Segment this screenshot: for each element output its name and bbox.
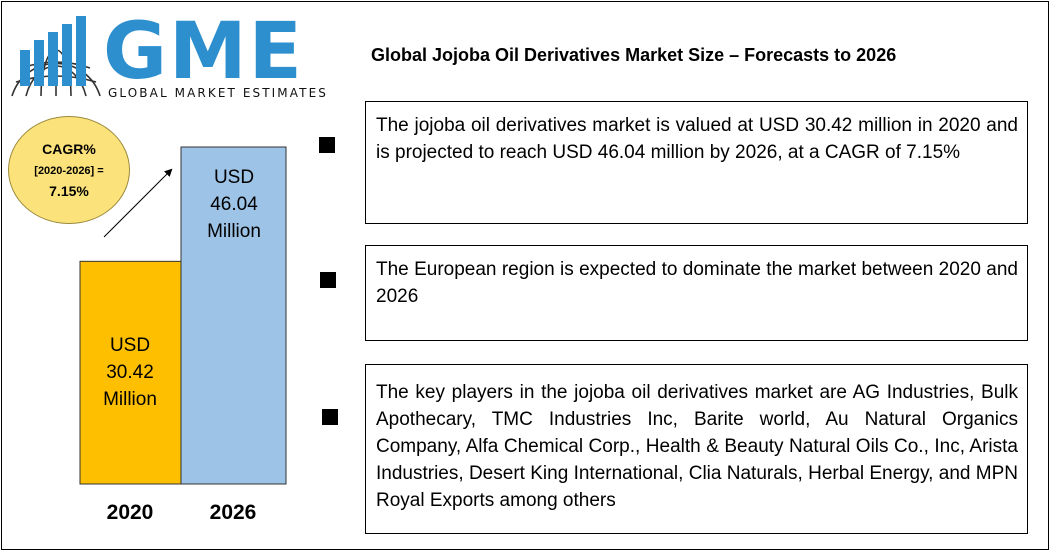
cagr-label: CAGR% xyxy=(42,141,96,157)
gme-logo: GME GLOBAL MARKET ESTIMATES xyxy=(8,10,328,102)
logo-subtitle: GLOBAL MARKET ESTIMATES xyxy=(108,86,328,100)
x-tick-label-2020: 2020 xyxy=(106,501,154,524)
cagr-bubble: CAGR% [2020-2026] = 7.15% xyxy=(8,116,130,224)
bar-data-label-2026: USD 46.04 Million xyxy=(182,164,286,245)
bar-label-line: USD xyxy=(109,335,151,357)
bar-data-label-2020: USD 30.42 Million xyxy=(80,332,180,413)
growth-arrow xyxy=(103,168,173,238)
bullet-square xyxy=(320,272,336,288)
bar-label-line: Million xyxy=(207,220,261,242)
bar-label-line: USD xyxy=(213,166,255,188)
bullet-square xyxy=(322,409,338,425)
bar-label-line: Million xyxy=(103,389,157,411)
info-box-region: The European region is expected to domin… xyxy=(365,245,1028,341)
globe-chart-icon xyxy=(11,16,101,97)
info-box-market-value: The jojoba oil derivatives market is val… xyxy=(365,101,1028,224)
logo-letters: GME xyxy=(103,7,304,97)
x-tick-label-2026: 2026 xyxy=(209,501,257,524)
bar-label-line: 30.42 xyxy=(106,362,154,384)
bar-label-line: 46.04 xyxy=(210,193,258,215)
bar-chart xyxy=(79,146,287,485)
bar-2026 xyxy=(180,146,287,485)
info-box-key-players: The key players in the jojoba oil deriva… xyxy=(365,364,1028,534)
cagr-period: [2020-2026] = xyxy=(34,165,104,177)
bar-2020 xyxy=(79,260,182,485)
cagr-value: 7.15% xyxy=(49,183,89,199)
page-title: Global Jojoba Oil Derivatives Market Siz… xyxy=(371,45,897,65)
bullet-square xyxy=(319,137,335,153)
